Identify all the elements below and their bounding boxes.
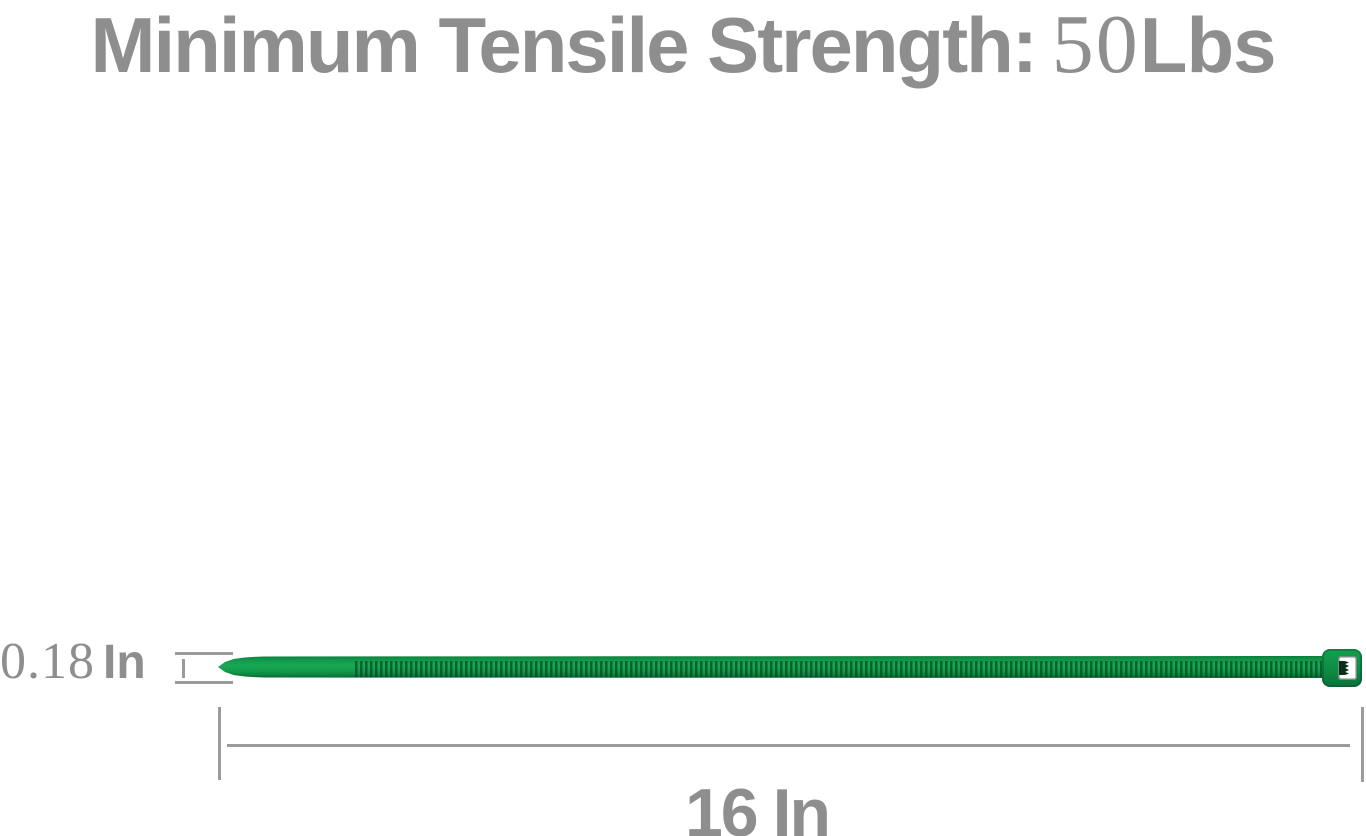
width-bracket-tick [182,659,185,678]
length-dimension-label: 16 In [557,779,957,836]
tensile-strength-unit: Lbs [1139,1,1277,89]
length-value: 16 [684,775,759,836]
width-bracket-bottom-line [175,681,233,684]
width-bracket-top-line [175,652,233,655]
cable-tie-head-slot [1338,656,1357,680]
length-measure-left-tick [218,707,221,780]
cable-tie-pawl [1339,661,1349,675]
tensile-strength-value: 50 [1051,0,1140,91]
width-dimension-label: 0.18 In [0,636,146,688]
cable-tie-strap [218,656,1324,678]
length-measure-right-tick [1361,707,1364,782]
page-title: Minimum Tensile Strength: 50Lbs [0,0,1366,93]
width-value: 0.18 [0,633,95,690]
length-unit: In [772,775,831,836]
tensile-strength-label: Minimum Tensile Strength: [90,1,1038,89]
cable-tie-head [1322,649,1362,687]
width-unit: In [103,636,146,689]
length-measure-line [227,744,1350,747]
cable-tie-teeth [355,661,1324,677]
